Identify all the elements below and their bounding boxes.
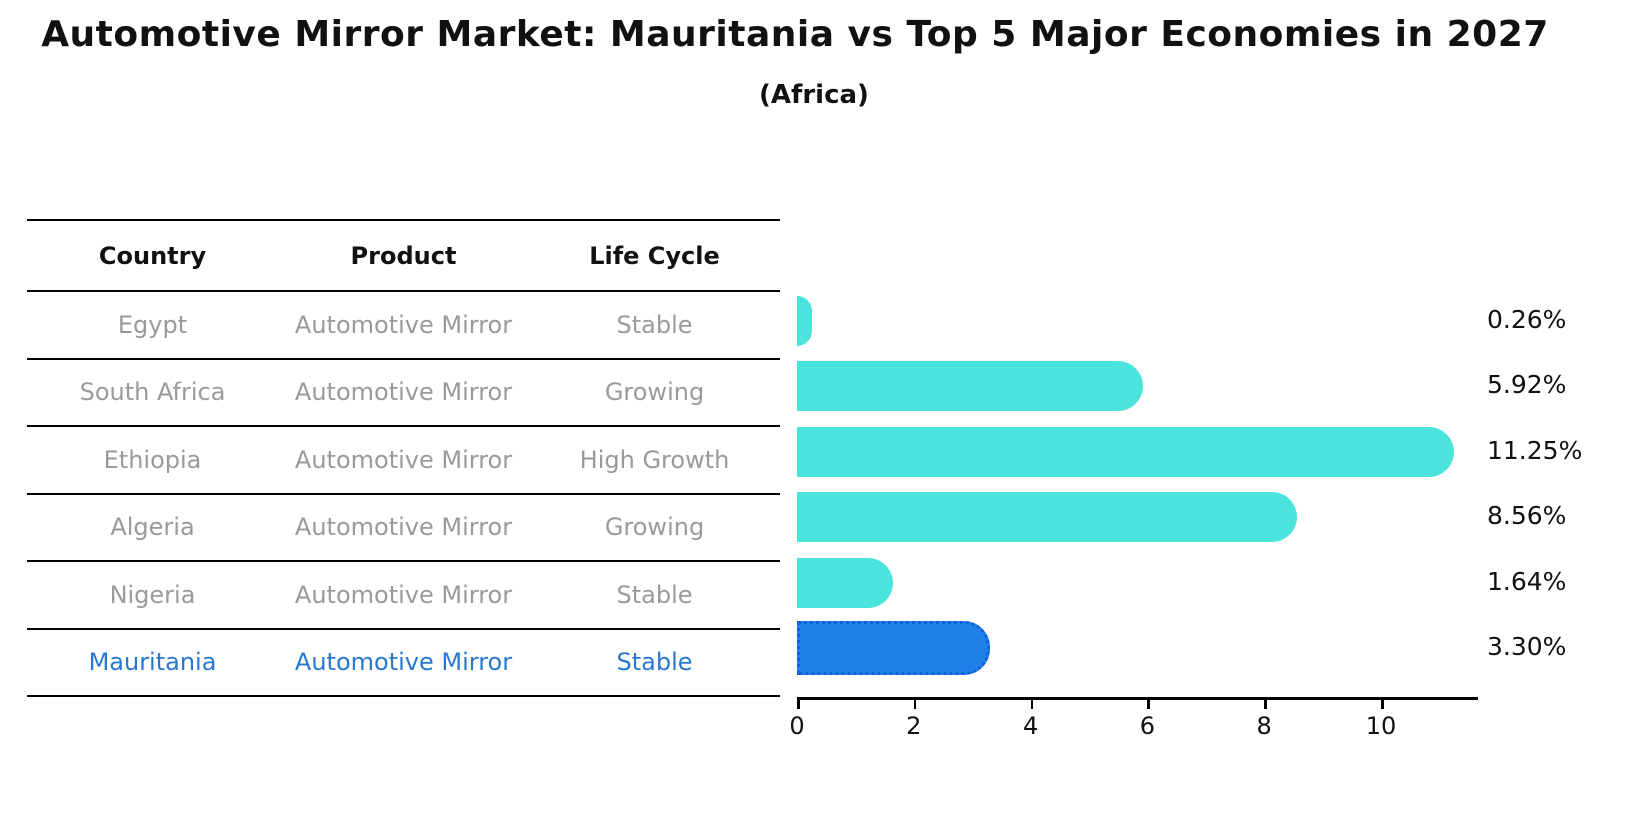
x-axis-tick-label: 6 — [1139, 712, 1156, 740]
table-cell-life-cycle: Stable — [616, 580, 693, 609]
value-label: 5.92% — [1487, 370, 1567, 400]
bar-south-africa — [797, 361, 1143, 412]
table-cell-product: Automotive Mirror — [294, 445, 513, 474]
x-axis-tick — [797, 699, 800, 709]
table-cell-country: Egypt — [117, 310, 188, 339]
x-axis-tick — [1264, 699, 1267, 709]
table-header-cell: Life Cycle — [589, 241, 720, 270]
table-cell-product: Automotive Mirror — [294, 513, 513, 542]
x-axis-tick-label: 8 — [1256, 712, 1272, 740]
bar-algeria — [797, 492, 1297, 543]
table-header-cell: Product — [350, 241, 457, 270]
table-cell-life-cycle: High Growth — [579, 445, 730, 474]
table-cell-product: Automotive Mirror — [294, 580, 513, 609]
x-axis-tick-label: 0 — [789, 712, 805, 740]
table-cell-product: Automotive Mirror — [294, 648, 513, 677]
bar-ethiopia — [797, 426, 1454, 477]
table-row: Nigeria Automotive Mirror Stable — [27, 562, 780, 630]
table-row: Ethiopia Automotive Mirror High Growth — [27, 427, 780, 495]
x-axis-tick — [913, 699, 917, 709]
table-cell-country: Algeria — [110, 513, 195, 542]
table-header-cell: Country — [98, 241, 207, 270]
bar-egypt — [797, 295, 813, 346]
value-label: 0.26% — [1487, 304, 1567, 334]
table-row: South Africa Automotive Mirror Growing — [27, 360, 780, 427]
value-label: 1.64% — [1487, 566, 1567, 596]
country-table: Country Product Life Cycle Egypt Automotive … — [27, 219, 780, 697]
x-axis-tick-label: 2 — [906, 712, 922, 740]
table-cell-country: South Africa — [79, 378, 226, 407]
value-label: 8.56% — [1487, 501, 1567, 531]
x-axis-tick-label: 4 — [1022, 712, 1039, 740]
x-axis-tick — [1381, 699, 1384, 709]
table-row: Egypt Automotive Mirror Stable — [27, 292, 780, 360]
table-cell-life-cycle: Stable — [616, 648, 693, 677]
value-label: 3.30% — [1487, 632, 1567, 662]
table-cell-product: Automotive Mirror — [294, 378, 513, 407]
table-cell-life-cycle: Stable — [616, 310, 693, 339]
chart-subtitle: (Africa) — [759, 80, 869, 110]
table-cell-country: Mauritania — [88, 648, 217, 677]
x-axis-tick — [1147, 699, 1150, 709]
x-axis-line — [797, 697, 1478, 700]
table-cell-country: Ethiopia — [103, 445, 202, 474]
table-header-row: Country Product Life Cycle — [27, 219, 780, 292]
table-row-highlight: Mauritania Automotive Mirror Stable — [27, 630, 780, 697]
bar-nigeria — [797, 557, 893, 608]
table-cell-life-cycle: Growing — [604, 513, 705, 542]
value-label: 11.25% — [1487, 435, 1583, 465]
bar-highlight-mauritania — [797, 621, 990, 676]
table-cell-country: Nigeria — [109, 580, 196, 609]
x-axis-tick — [1030, 699, 1034, 709]
table-cell-product: Automotive Mirror — [294, 310, 513, 339]
x-axis-tick-label: 10 — [1365, 712, 1397, 740]
table-cell-life-cycle: Growing — [604, 378, 705, 407]
chart-title: Automotive Mirror Market: Mauritania vs … — [41, 14, 1549, 55]
table-row: Algeria Automotive Mirror Growing — [27, 495, 780, 562]
